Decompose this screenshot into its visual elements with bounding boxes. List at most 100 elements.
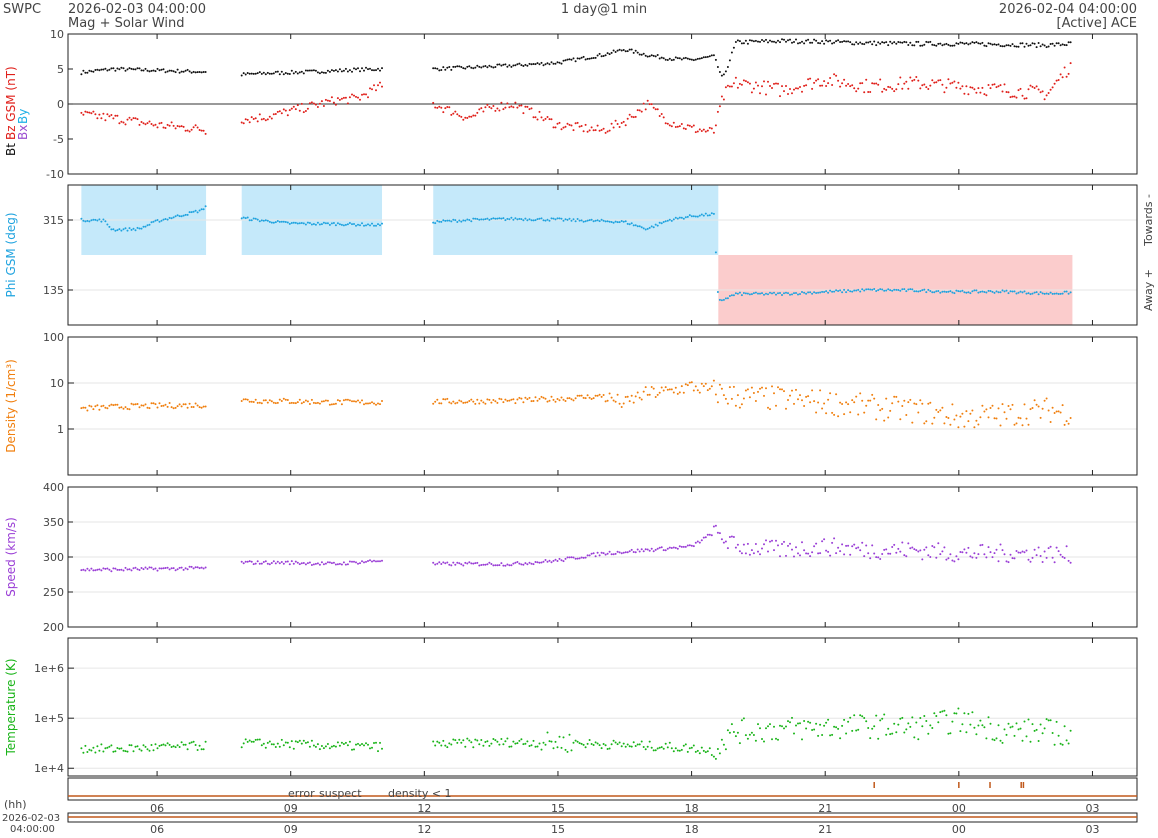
density-point <box>863 411 866 414</box>
speed-point <box>369 559 371 562</box>
density-point <box>270 400 273 403</box>
density-point <box>564 400 567 402</box>
density-point <box>566 397 569 400</box>
bt-point <box>1055 42 1058 45</box>
bz-point <box>324 98 327 101</box>
temp-point <box>863 717 866 719</box>
speed-point <box>494 564 497 567</box>
phi-point <box>188 211 191 214</box>
phi-point <box>296 222 299 225</box>
bz-point <box>444 107 447 110</box>
bz-point <box>931 79 934 82</box>
density-point <box>196 404 199 407</box>
bz-point <box>470 115 473 118</box>
speed-point <box>558 557 561 560</box>
density-point <box>438 402 441 405</box>
temp-point <box>434 744 437 747</box>
bt-point <box>636 51 639 54</box>
density-point <box>252 401 255 403</box>
speed-point <box>355 561 357 564</box>
bt-point <box>696 57 699 60</box>
phi-point <box>548 219 551 222</box>
bz-point <box>897 83 900 86</box>
phi-point <box>1039 291 1042 294</box>
speed-point <box>809 555 812 558</box>
bz-point <box>971 86 974 89</box>
bt-point <box>552 62 555 65</box>
density-point <box>927 402 930 405</box>
bt-point <box>506 65 509 68</box>
bz-point <box>440 106 443 109</box>
density-point <box>859 392 862 395</box>
bz-point <box>913 78 916 81</box>
bt-point <box>871 43 874 46</box>
bz-point <box>98 113 101 116</box>
bz-point <box>164 127 167 129</box>
temp-point <box>498 743 501 746</box>
speed-point <box>546 560 549 563</box>
bt-label: Bt <box>4 143 18 156</box>
bt-point <box>987 42 990 45</box>
density-point <box>568 397 571 400</box>
bz-point <box>200 129 203 132</box>
density-point <box>728 386 731 389</box>
speed-point <box>373 559 375 562</box>
bz-point <box>464 116 467 119</box>
bz-point <box>1003 83 1006 86</box>
phi-point <box>116 229 119 232</box>
density-point <box>504 398 507 401</box>
bz-point <box>658 115 661 117</box>
bz-point <box>783 90 785 93</box>
speed-point <box>754 543 757 545</box>
speed-point <box>961 551 964 554</box>
temp-point <box>793 732 795 735</box>
bt-point <box>821 40 824 43</box>
density-point <box>857 413 860 416</box>
bt-point <box>1023 45 1026 48</box>
phi-point <box>935 290 938 293</box>
density-point <box>262 399 265 402</box>
bt-point <box>108 68 111 71</box>
phi-point <box>967 291 970 294</box>
density-point <box>200 406 203 409</box>
density-point <box>456 401 459 404</box>
density-point <box>122 407 125 410</box>
density-point <box>344 398 347 401</box>
bt-point <box>915 40 918 43</box>
bz-point <box>128 116 131 119</box>
speed-point <box>1065 545 1068 548</box>
bt-point <box>556 61 559 64</box>
speed-point <box>242 562 245 565</box>
bt-point <box>726 66 729 68</box>
phi-point <box>652 226 655 229</box>
bz-point <box>857 87 860 90</box>
bt-point <box>785 40 787 43</box>
speed-point <box>534 561 537 563</box>
speed-point <box>997 560 1000 563</box>
bt-point <box>833 41 836 44</box>
bz-point <box>590 126 593 129</box>
bz-point <box>929 84 932 87</box>
speed-point <box>823 538 826 541</box>
temp-point <box>128 744 131 747</box>
speed-point <box>827 550 830 553</box>
bt-point <box>136 67 139 70</box>
bz-point <box>304 110 307 112</box>
bz-point <box>190 128 193 131</box>
temp-point <box>807 720 810 723</box>
bt-point <box>381 67 383 70</box>
phi-point <box>1049 291 1052 294</box>
bt-point <box>566 58 569 61</box>
density-point <box>492 399 495 401</box>
bz-point <box>797 87 799 90</box>
phi-point <box>258 220 261 223</box>
speed-point <box>676 547 679 550</box>
density-point <box>742 397 745 400</box>
temp-point <box>726 729 729 732</box>
phi-point <box>494 217 497 220</box>
temp-point <box>104 747 107 750</box>
phi-point <box>126 229 129 232</box>
density-point <box>464 401 467 404</box>
phi-point <box>556 217 559 220</box>
phi-point <box>1035 291 1038 294</box>
